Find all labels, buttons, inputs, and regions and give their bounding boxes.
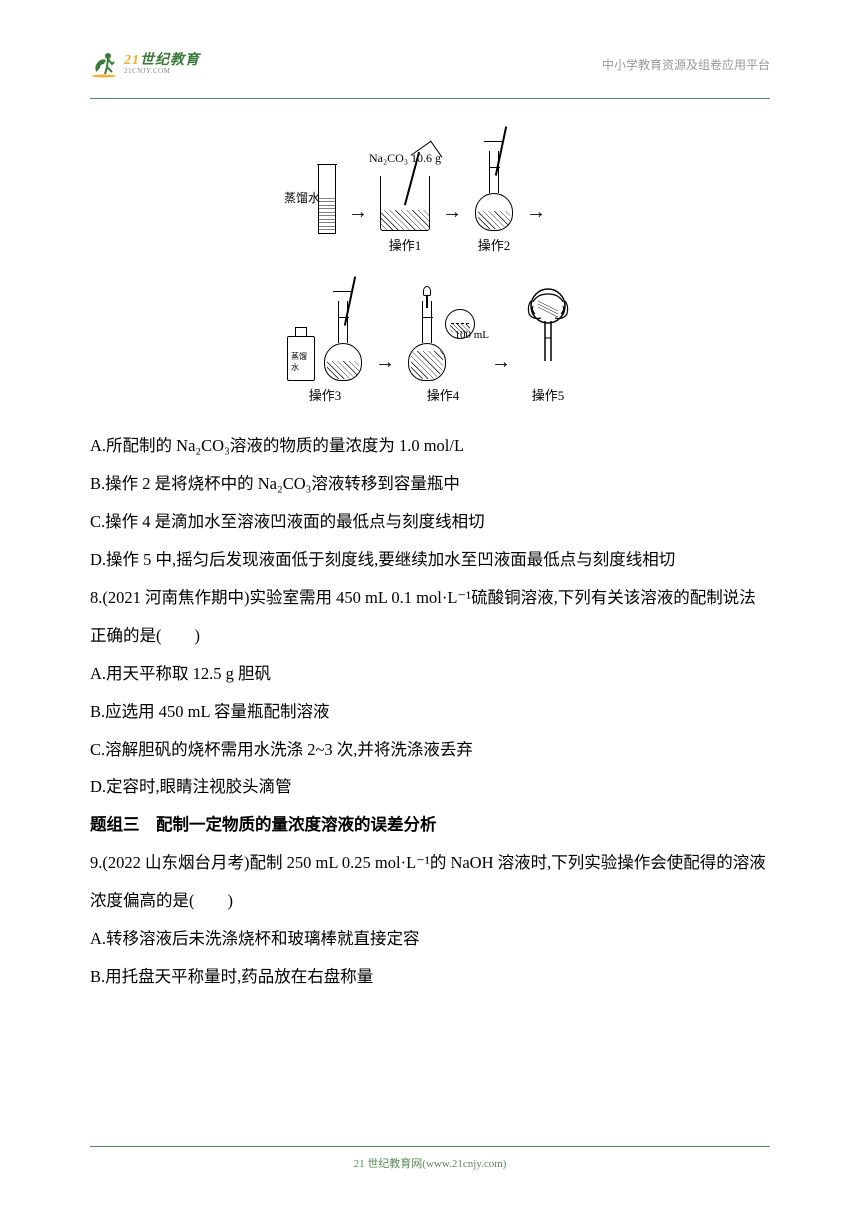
- op1-label: 操作1: [389, 235, 422, 254]
- op3-label: 操作3: [309, 385, 342, 404]
- q7-option-a: A.所配制的 Na₂CO₃溶液的物质的量浓度为 1.0 mol/L: [90, 427, 770, 465]
- distilled-water-label: 蒸馏水: [284, 189, 320, 206]
- q7-option-c: C.操作 4 是滴加水至溶液凹液面的最低点与刻度线相切: [90, 503, 770, 541]
- header-divider: [90, 98, 770, 99]
- header-right-text: 中小学教育资源及组卷应用平台: [602, 56, 770, 73]
- arrow-icon: →: [491, 351, 511, 374]
- q8-option-a: A.用天平称取 12.5 g 胆矾: [90, 655, 770, 693]
- arrow-icon: →: [375, 351, 395, 374]
- logo-21: 21: [124, 53, 140, 68]
- page-footer: 21 世纪教育网(www.21cnjy.com): [90, 1146, 770, 1171]
- q9-option-b: B.用托盘天平称量时,药品放在右盘称量: [90, 958, 770, 996]
- section3-title: 题组三 配制一定物质的量浓度溶液的误差分析: [90, 806, 770, 844]
- experiment-diagram: 蒸馏水 → Na₂CO₃ 10.6 g 操作1 → 操作2 →: [230, 119, 630, 409]
- q8-option-b: B.应选用 450 mL 容量瓶配制溶液: [90, 693, 770, 731]
- q8-option-d: D.定容时,眼睛注视胶头滴管: [90, 768, 770, 806]
- logo-main: 世纪: [140, 53, 170, 68]
- flask-step4: 100 mL 操作4: [407, 301, 479, 404]
- diagram-row-1: 蒸馏水 → Na₂CO₃ 10.6 g 操作1 → 操作2 →: [250, 119, 610, 254]
- arrow-icon: →: [348, 201, 368, 224]
- diagram-row-2: 蒸馏水 操作3 → 100 mL: [250, 264, 610, 404]
- q8-stem: 8.(2021 河南焦作期中)实验室需用 450 mL 0.1 mol·L⁻¹硫…: [90, 579, 770, 655]
- logo-icon: [90, 50, 120, 78]
- q7-option-b: B.操作 2 是将烧杯中的 Na₂CO₃溶液转移到容量瓶中: [90, 465, 770, 503]
- logo-suffix: 教育: [170, 53, 200, 68]
- q9-option-a: A.转移溶液后未洗涤烧杯和玻璃棒就直接定容: [90, 920, 770, 958]
- arrow-icon: →: [442, 201, 462, 224]
- hand-flask-step5: 操作5: [523, 286, 573, 404]
- footer-text: 21 世纪教育网(www.21cnjy.com): [354, 1158, 507, 1170]
- bottle-flask-step3: 蒸馏水 操作3: [287, 301, 363, 404]
- page-header: 21世纪教育 21CNJY.COM 中小学教育资源及组卷应用平台: [90, 50, 770, 78]
- q7-option-d: D.操作 5 中,摇匀后发现液面低于刻度线,要继续加水至凹液面最低点与刻度线相切: [90, 541, 770, 579]
- arrow-icon: →: [526, 201, 546, 224]
- logo: 21世纪教育 21CNJY.COM: [90, 50, 200, 78]
- q9-stem: 9.(2022 山东烟台月考)配制 250 mL 0.25 mol·L⁻¹的 N…: [90, 844, 770, 920]
- bottle-label: 蒸馏水: [291, 351, 314, 373]
- flask-step2: 操作2: [474, 151, 514, 254]
- op4-label: 操作4: [427, 385, 460, 404]
- op5-label: 操作5: [532, 385, 565, 404]
- graduated-cylinder: 蒸馏水: [318, 164, 336, 254]
- logo-text: 21世纪教育 21CNJY.COM: [124, 54, 200, 75]
- volume-label: 100 mL: [454, 329, 489, 341]
- op2-label: 操作2: [478, 235, 511, 254]
- logo-url: 21CNJY.COM: [124, 68, 200, 75]
- content-body: A.所配制的 Na₂CO₃溶液的物质的量浓度为 1.0 mol/L B.操作 2…: [90, 427, 770, 996]
- beaker-step1: Na₂CO₃ 10.6 g 操作1: [380, 176, 430, 254]
- q8-option-c: C.溶解胆矾的烧杯需用水洗涤 2~3 次,并将洗涤液丢弃: [90, 731, 770, 769]
